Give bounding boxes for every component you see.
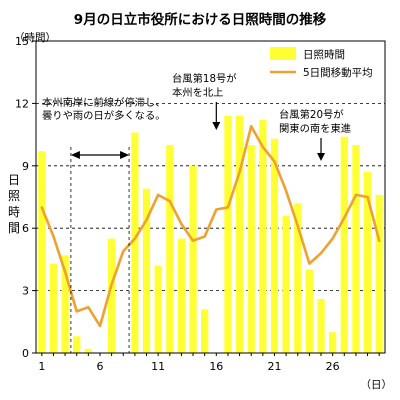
- bar-day-1: [38, 151, 46, 353]
- y-axis-label-char: 照: [8, 189, 20, 203]
- y-tick-label: 12: [15, 97, 29, 110]
- y-tick-label: 0: [22, 347, 29, 360]
- bar-day-9: [131, 132, 139, 353]
- annotation-rainy-line-2: 曇りや雨の日が多くなる。: [42, 109, 166, 122]
- x-axis-unit-label: （日）: [361, 379, 393, 391]
- y-axis-label-char: 間: [8, 221, 20, 235]
- x-tick-label: 1: [38, 360, 45, 373]
- bar-day-18: [235, 115, 244, 353]
- sunshine-bars: [38, 115, 383, 353]
- legend-bar-label: 日照時間: [303, 49, 345, 61]
- annotation-typhoon20-line-1: 台風第20号が: [279, 108, 344, 121]
- y-tick-label: 6: [22, 222, 29, 235]
- annotation-rainy-line-1: 本州南岸に前線が停滞し、: [42, 96, 166, 109]
- x-tick-label: 6: [96, 360, 103, 373]
- y-axis-label-char: 時: [8, 205, 20, 219]
- annotations: 本州南岸に前線が停滞し、曇りや雨の日が多くなる。 台風第18号が本州を北上台風第2…: [42, 72, 351, 353]
- legend-bar-swatch: [270, 47, 296, 60]
- bar-day-30: [375, 194, 383, 353]
- bar-day-13: [177, 238, 186, 353]
- x-tick-label: 11: [151, 360, 165, 373]
- bar-day-21: [270, 138, 279, 353]
- bar-day-2: [49, 263, 58, 353]
- annotation-typhoon18-arrowhead: [212, 122, 221, 130]
- bar-day-3: [61, 255, 69, 353]
- annotation-span-arrowhead-left: [70, 151, 80, 159]
- bar-day-22: [282, 215, 290, 353]
- annotation-typhoon20-arrowhead: [317, 153, 326, 161]
- y-axis-label-char: 日: [8, 173, 20, 187]
- bar-day-27: [340, 136, 348, 353]
- annotation-span-arrowhead-right: [120, 151, 130, 159]
- bar-day-5: [84, 348, 92, 353]
- y-axis-label: 日照時間: [8, 173, 20, 235]
- x-tick-label: 21: [267, 360, 281, 373]
- bar-day-19: [247, 145, 255, 353]
- plot-frame: [35, 40, 386, 354]
- bar-day-25: [317, 298, 325, 353]
- bar-day-17: [224, 115, 232, 353]
- x-tick-label: 16: [209, 360, 223, 373]
- y-tick-label: 9: [22, 160, 29, 173]
- x-tick-label: 26: [326, 360, 340, 373]
- bar-day-29: [363, 172, 372, 353]
- bar-day-4: [73, 336, 81, 353]
- annotation-typhoon18-line-2: 本州を北上: [172, 86, 223, 99]
- legend: 日照時間 5日間移動平均: [270, 47, 373, 79]
- bar-day-10: [142, 188, 151, 353]
- legend-line-label: 5日間移動平均: [303, 66, 373, 79]
- bar-day-12: [166, 145, 174, 353]
- y-tick-label: 3: [22, 285, 29, 298]
- bar-day-24: [305, 269, 313, 353]
- moving-average-line: [40, 125, 381, 328]
- chart-title: 9月の日立市役所における日照時間の推移: [74, 11, 327, 28]
- bar-day-15: [201, 309, 209, 353]
- bar-day-26: [329, 332, 337, 353]
- bar-day-23: [294, 203, 302, 353]
- bar-day-11: [154, 265, 162, 353]
- bar-day-7: [108, 238, 116, 353]
- y-tick-label: 15: [15, 35, 29, 48]
- annotation-typhoon20-line-2: 関東の南を東進: [279, 122, 351, 135]
- gridlines: [36, 103, 385, 292]
- bar-day-14: [189, 165, 197, 353]
- moving-average-series: [40, 125, 381, 328]
- bar-day-20: [259, 120, 267, 353]
- annotation-typhoon18-line-1: 台風第18号が: [172, 72, 237, 85]
- bar-day-28: [352, 145, 360, 353]
